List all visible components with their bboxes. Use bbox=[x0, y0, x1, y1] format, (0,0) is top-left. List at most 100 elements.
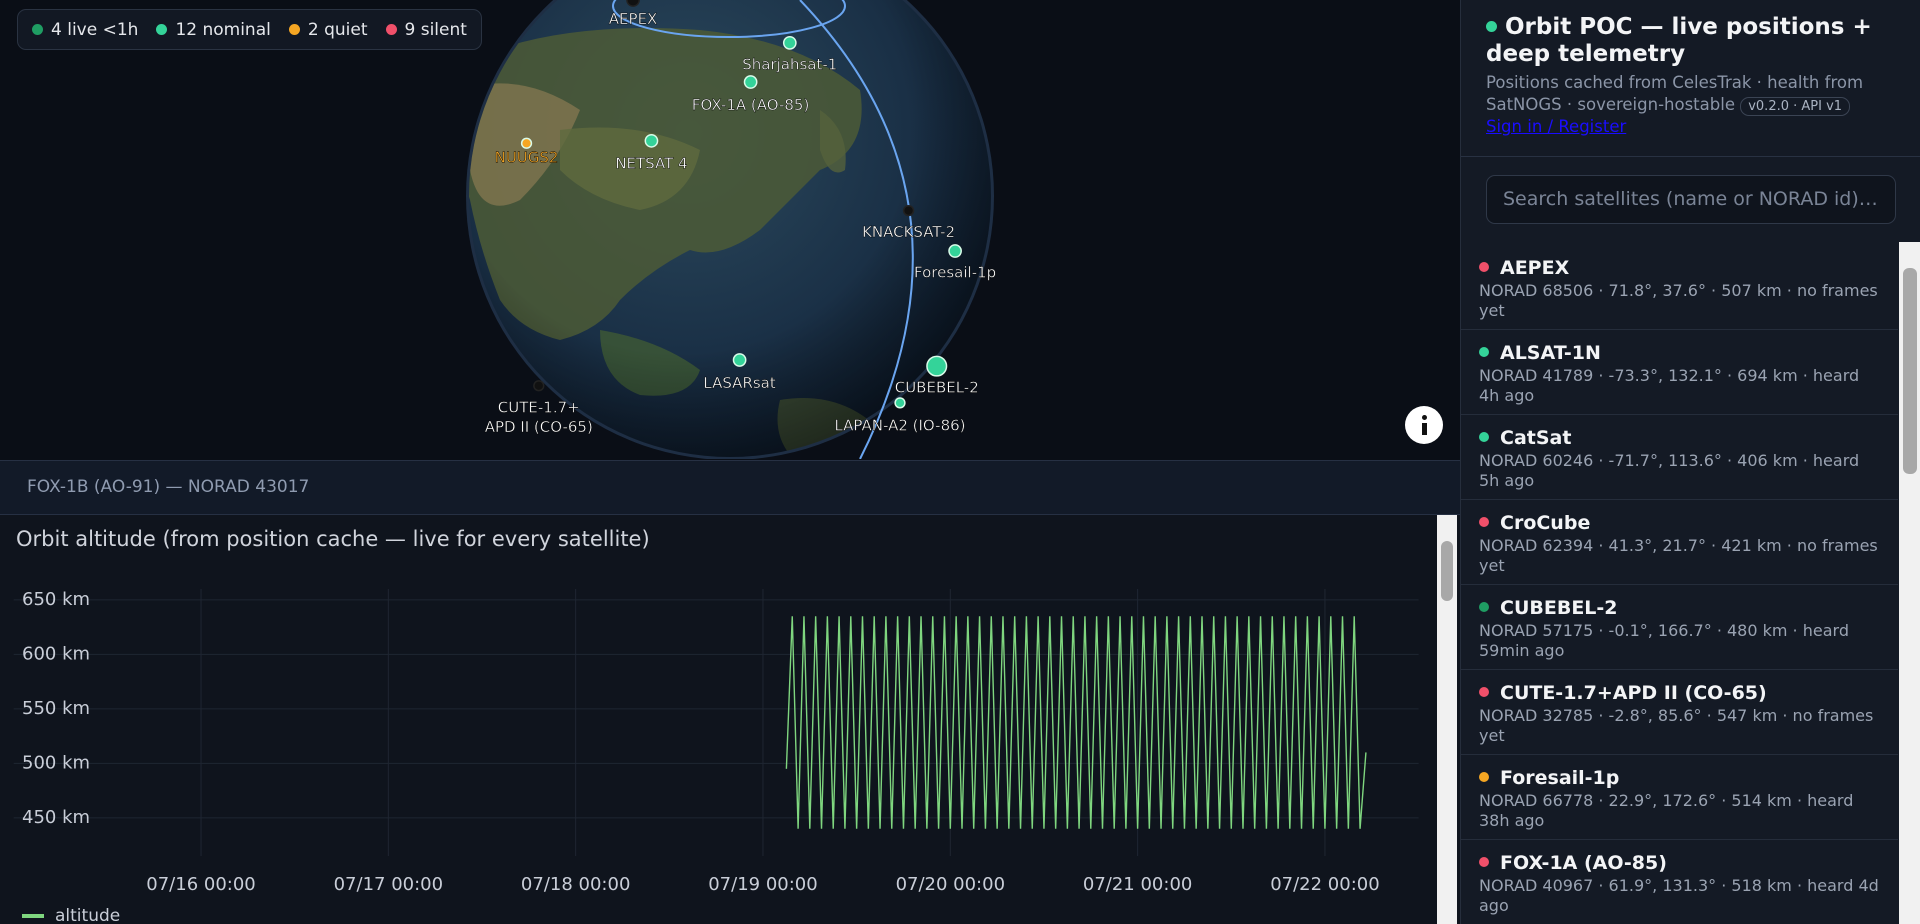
satellite-label: NUUGS2 bbox=[495, 148, 559, 166]
info-button[interactable] bbox=[1405, 406, 1443, 444]
subtitle: Positions cached from CelesTrak · health… bbox=[1486, 72, 1896, 138]
legend-label: 9 silent bbox=[404, 19, 467, 40]
satellite-label: FOX-1A (AO-85) bbox=[692, 96, 809, 114]
x-tick-label: 07/16 00:00 bbox=[146, 874, 255, 895]
altitude-chart: Orbit altitude (from position cache — li… bbox=[13, 527, 1419, 924]
chart-title: Orbit altitude (from position cache — li… bbox=[16, 527, 650, 551]
satellite-marker[interactable] bbox=[902, 204, 915, 217]
satellite-item[interactable]: CroCube NORAD 62394 · 41.3°, 21.7° · 421 … bbox=[1461, 500, 1898, 585]
satellite-label: Sharjahsat-1 bbox=[742, 55, 837, 73]
satellite-name-row: CroCube bbox=[1479, 510, 1880, 536]
satellite-detail: NORAD 62394 · 41.3°, 21.7° · 421 km · no… bbox=[1479, 536, 1878, 575]
satellite-name: CUTE-1.7+APD II (CO-65) bbox=[1500, 682, 1767, 704]
sign-in-link[interactable]: Sign in / Register bbox=[1486, 117, 1627, 136]
satellite-name-row: ALSAT-1N bbox=[1479, 340, 1880, 366]
satellite-marker[interactable] bbox=[732, 353, 747, 367]
satellite-name-row: FOX-1A (AO-85) bbox=[1479, 850, 1880, 876]
legend-item: 4 live <1h bbox=[32, 20, 138, 40]
search-input[interactable]: Search satellites (name or NORAD id)… bbox=[1486, 175, 1896, 224]
x-tick-label: 07/22 00:00 bbox=[1270, 874, 1379, 895]
altitude-line bbox=[785, 616, 1367, 829]
satellite-item[interactable]: FOX-1A (AO-85) NORAD 40967 · 61.9°, 131.3… bbox=[1461, 840, 1898, 924]
status-dot bbox=[1479, 347, 1489, 357]
satellite-name-row: CUTE-1.7+APD II (CO-65) bbox=[1479, 680, 1880, 706]
satellite-list: AEPEX NORAD 68506 · 71.8°, 37.6° · 507 km… bbox=[1461, 245, 1898, 924]
satellite-item[interactable]: AEPEX NORAD 68506 · 71.8°, 37.6° · 507 km… bbox=[1461, 245, 1898, 330]
satellite-name: CUBEBEL-2 bbox=[1500, 597, 1618, 619]
satellite-label: LASARsat bbox=[703, 374, 775, 392]
satellite-marker[interactable] bbox=[626, 0, 640, 7]
satellite-name: CroCube bbox=[1500, 512, 1591, 534]
legend-dot bbox=[385, 24, 397, 35]
chart-panel: Orbit altitude (from position cache — li… bbox=[0, 515, 1460, 924]
satellite-label: CUTE-1.7+ bbox=[498, 398, 580, 416]
title-text: Orbit POC — live positions + deep teleme… bbox=[1486, 14, 1872, 67]
sidebar: Orbit POC — live positions + deep teleme… bbox=[1460, 0, 1920, 924]
satellite-marker[interactable] bbox=[533, 380, 545, 392]
version-badge: v0.2.0 · API v1 bbox=[1740, 97, 1851, 116]
status-dot bbox=[1479, 687, 1489, 697]
legend-label: altitude bbox=[55, 906, 120, 924]
satellite-marker[interactable] bbox=[520, 137, 533, 149]
legend-item: 12 nominal bbox=[156, 19, 271, 40]
satellite-name-row: CatSat bbox=[1479, 425, 1880, 451]
sidebar-header: Orbit POC — live positions + deep teleme… bbox=[1461, 0, 1920, 157]
satellite-item[interactable]: CatSat NORAD 60246 · -71.7°, 113.6° · 406… bbox=[1461, 415, 1898, 500]
satellite-detail: NORAD 68506 · 71.8°, 37.6° · 507 km · no… bbox=[1479, 281, 1878, 320]
satellite-detail: NORAD 32785 · -2.8°, 85.6° · 547 km · no… bbox=[1479, 706, 1874, 745]
satellite-marker[interactable] bbox=[926, 355, 948, 377]
satellite-label: AEPEX bbox=[609, 10, 658, 28]
legend-item: 9 silent bbox=[385, 19, 467, 40]
scroll-thumb[interactable] bbox=[1903, 268, 1917, 474]
satellite-label: NETSAT 4 bbox=[615, 155, 687, 173]
x-tick-label: 07/17 00:00 bbox=[334, 874, 443, 895]
x-tick-label: 07/18 00:00 bbox=[521, 874, 630, 895]
y-tick-label: 550 km bbox=[22, 698, 90, 719]
legend-item: 2 quiet bbox=[288, 20, 368, 40]
satellite-name-row: AEPEX bbox=[1479, 255, 1880, 281]
satellite-layer: AEPEX Sharjahsat-1 FOX-1A (AO-85) NETSAT 4 N… bbox=[485, 0, 996, 436]
status-dot bbox=[1479, 772, 1489, 782]
status-dot bbox=[1486, 21, 1497, 32]
satellite-item[interactable]: CUTE-1.7+APD II (CO-65) NORAD 32785 · -2.… bbox=[1461, 670, 1898, 755]
selected-satellite: FOX-1B (AO-91) — NORAD 43017 bbox=[0, 460, 1460, 515]
satellite-name: CatSat bbox=[1500, 427, 1572, 449]
status-dot bbox=[1479, 432, 1489, 442]
satellite-detail: NORAD 57175 · -0.1°, 166.7° · 480 km · h… bbox=[1479, 621, 1849, 660]
y-tick-label: 600 km bbox=[22, 643, 90, 664]
status-dot bbox=[1479, 262, 1489, 272]
globe-view[interactable]: AEPEX Sharjahsat-1 FOX-1A (AO-85) NETSAT 4 N… bbox=[0, 0, 1460, 459]
satellite-name: ALSAT-1N bbox=[1500, 342, 1601, 364]
satellite-label: APD II (CO-65) bbox=[485, 418, 593, 436]
satellite-name: FOX-1A (AO-85) bbox=[1500, 852, 1667, 874]
satellite-name: Foresail-1p bbox=[1500, 767, 1620, 789]
satellite-item[interactable]: Foresail-1p NORAD 66778 · 22.9°, 172.6° ·… bbox=[1461, 755, 1898, 840]
scrollbar[interactable] bbox=[1899, 242, 1920, 924]
satellite-detail: NORAD 60246 · -71.7°, 113.6° · 406 km · … bbox=[1479, 451, 1860, 490]
status-legend: 4 live <1h 12 nominal 2 quiet 9 silent bbox=[17, 9, 482, 50]
satellite-marker[interactable] bbox=[948, 244, 962, 258]
scroll-thumb[interactable] bbox=[1441, 541, 1453, 601]
legend-dot bbox=[32, 24, 43, 35]
status-dot bbox=[1479, 517, 1489, 527]
satellite-item[interactable]: CUBEBEL-2 NORAD 57175 · -0.1°, 166.7° · 4… bbox=[1461, 585, 1898, 670]
scrollbar[interactable] bbox=[1437, 515, 1457, 924]
satellite-marker[interactable] bbox=[644, 133, 659, 148]
legend-label: 4 live <1h bbox=[51, 19, 139, 40]
satellite-marker[interactable] bbox=[743, 75, 758, 89]
y-tick-label: 500 km bbox=[22, 752, 90, 773]
selected-label: FOX-1B (AO-91) — NORAD 43017 bbox=[27, 477, 310, 497]
x-tick-label: 07/20 00:00 bbox=[896, 874, 1005, 895]
earth-shade bbox=[469, 0, 991, 457]
status-dot bbox=[1479, 857, 1489, 867]
subtitle-text: Positions cached from CelesTrak · health… bbox=[1486, 73, 1864, 114]
satellite-marker[interactable] bbox=[894, 397, 906, 409]
legend-dot bbox=[288, 24, 300, 35]
legend-label: 12 nominal bbox=[175, 19, 271, 40]
satellite-detail: NORAD 41789 · -73.3°, 132.1° · 694 km · … bbox=[1479, 366, 1860, 405]
satellite-marker[interactable] bbox=[782, 35, 797, 50]
x-tick-label: 07/21 00:00 bbox=[1083, 874, 1192, 895]
satellite-item[interactable]: ALSAT-1N NORAD 41789 · -73.3°, 132.1° · 6… bbox=[1461, 330, 1898, 415]
app-title: Orbit POC — live positions + deep teleme… bbox=[1486, 14, 1896, 68]
